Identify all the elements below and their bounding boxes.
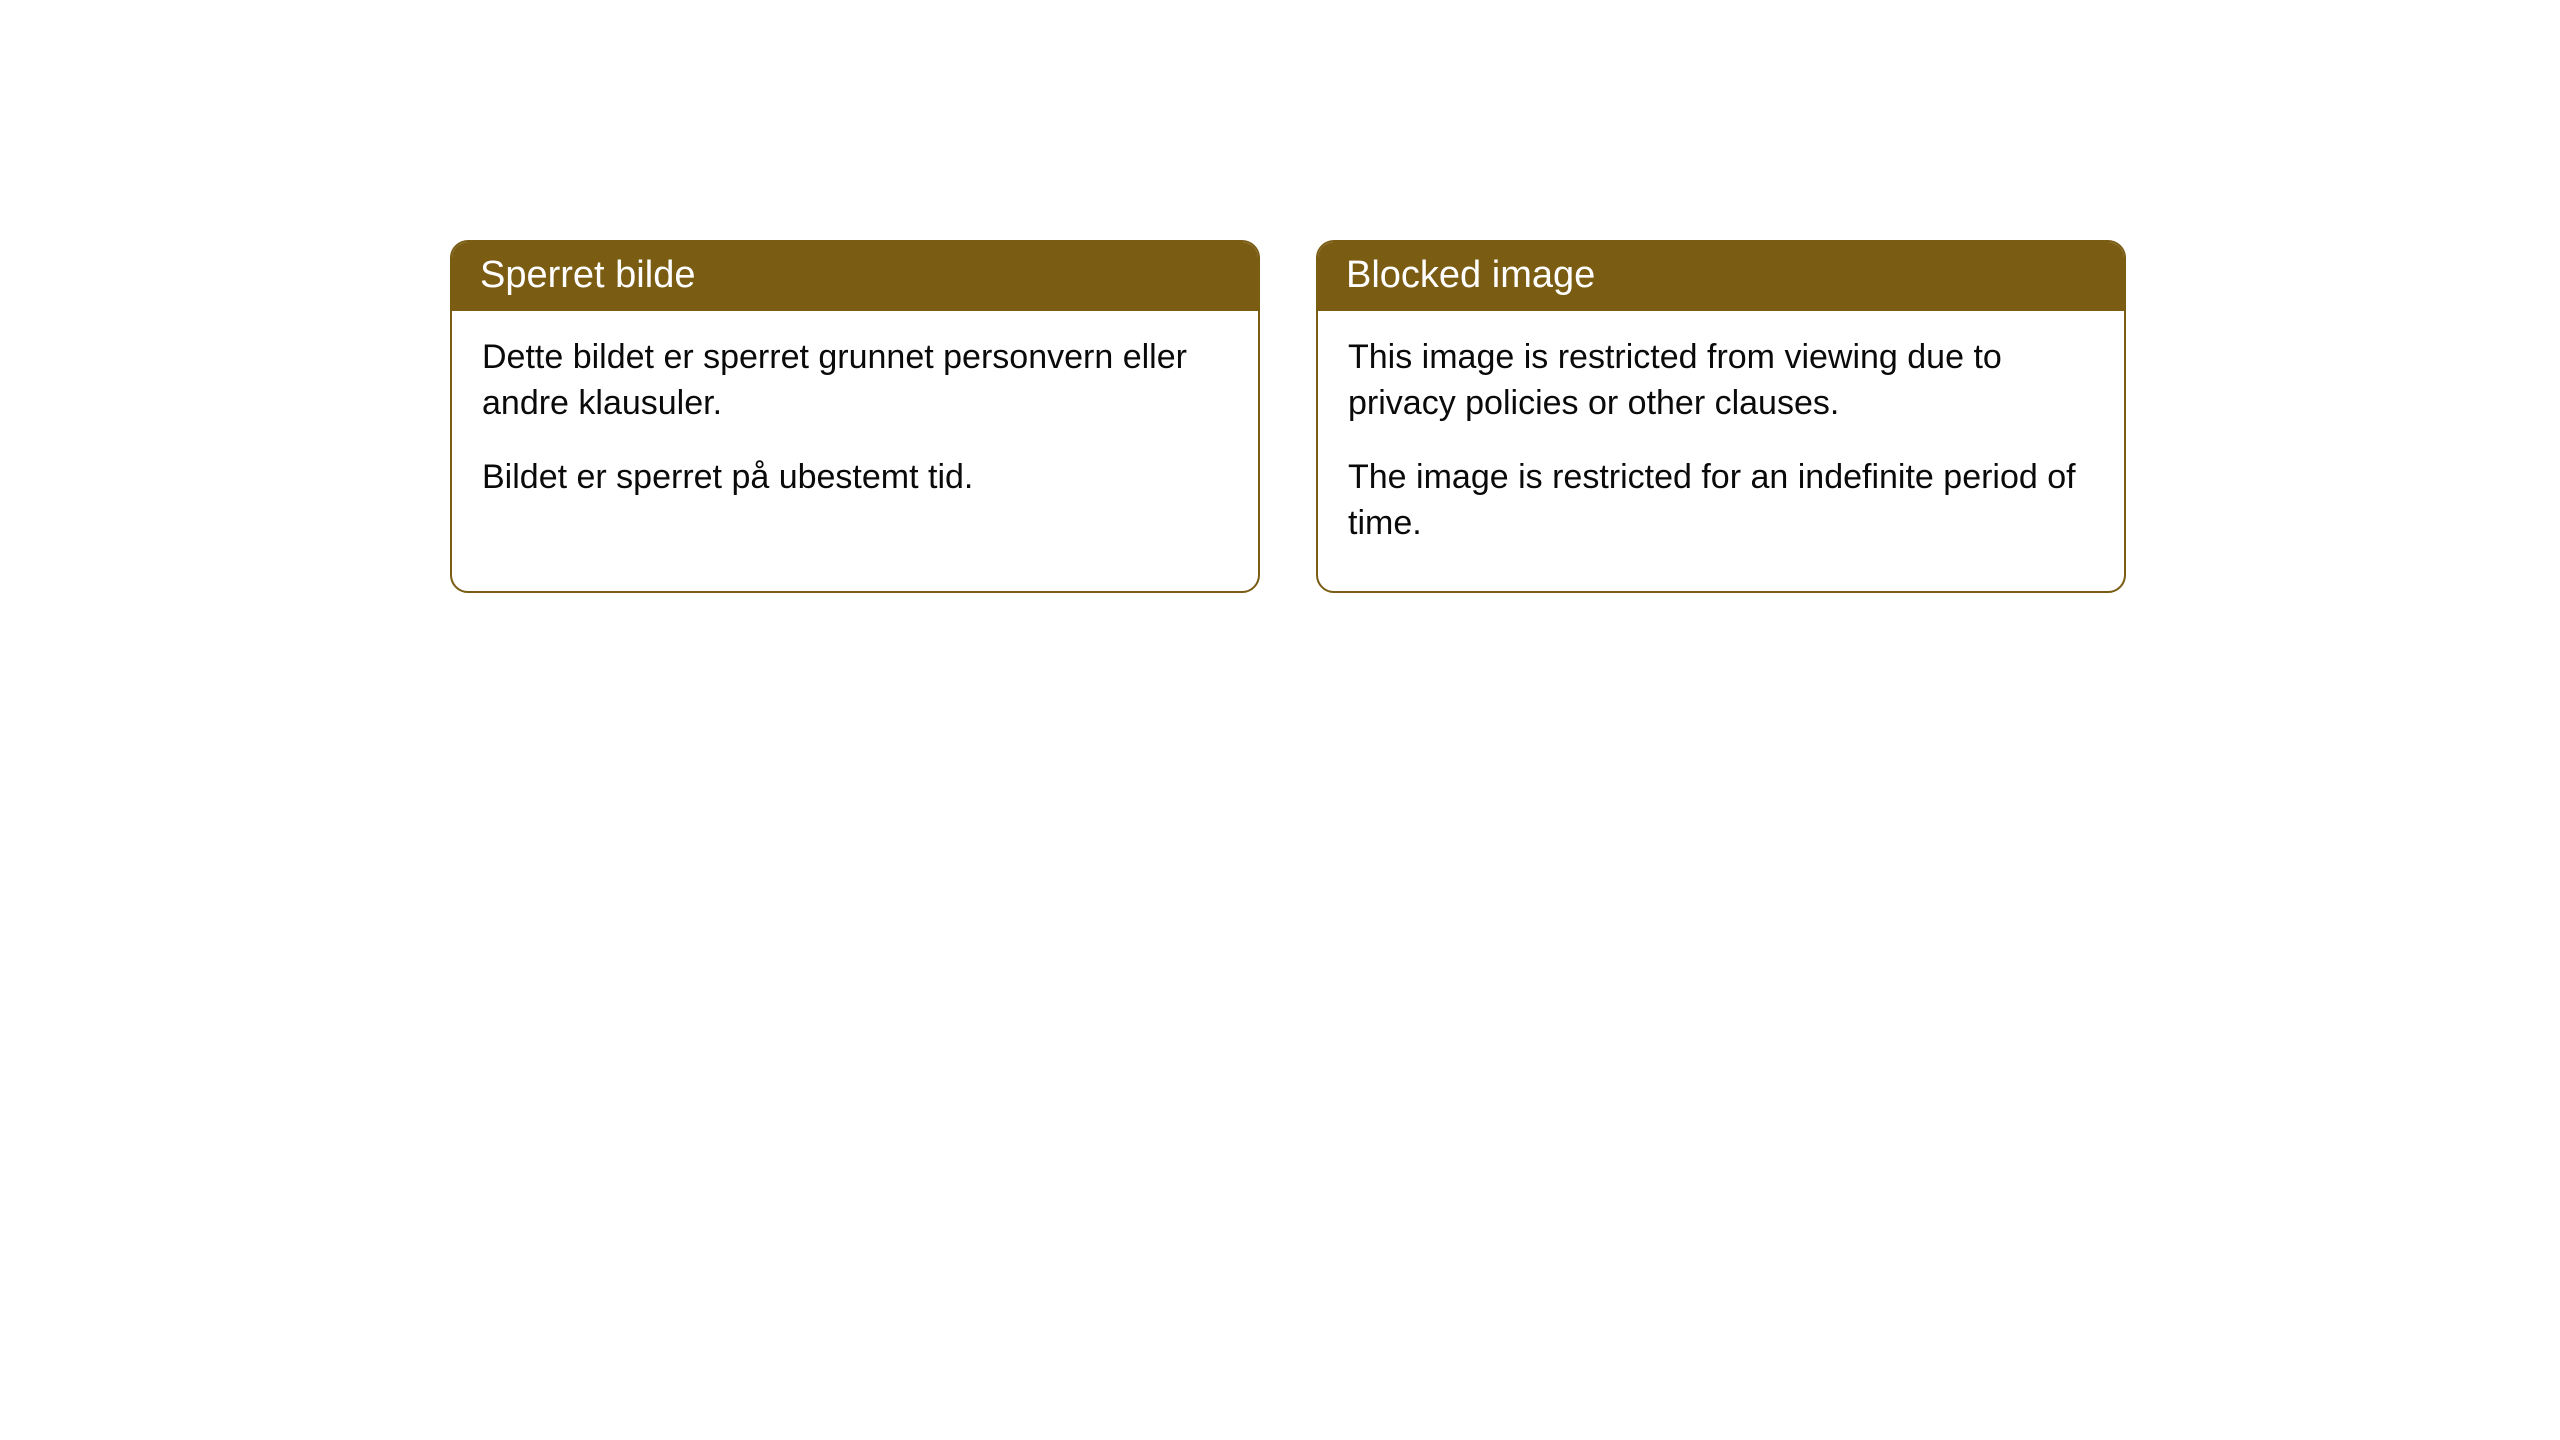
- card-header-english: Blocked image: [1318, 242, 2124, 311]
- card-body-english: This image is restricted from viewing du…: [1318, 311, 2124, 591]
- card-english: Blocked image This image is restricted f…: [1316, 240, 2126, 593]
- card-paragraph: This image is restricted from viewing du…: [1348, 335, 2094, 427]
- cards-container: Sperret bilde Dette bildet er sperret gr…: [450, 240, 2560, 593]
- card-body-norwegian: Dette bildet er sperret grunnet personve…: [452, 311, 1258, 545]
- card-header-norwegian: Sperret bilde: [452, 242, 1258, 311]
- card-paragraph: Bildet er sperret på ubestemt tid.: [482, 455, 1228, 501]
- card-norwegian: Sperret bilde Dette bildet er sperret gr…: [450, 240, 1260, 593]
- card-paragraph: Dette bildet er sperret grunnet personve…: [482, 335, 1228, 427]
- card-paragraph: The image is restricted for an indefinit…: [1348, 455, 2094, 547]
